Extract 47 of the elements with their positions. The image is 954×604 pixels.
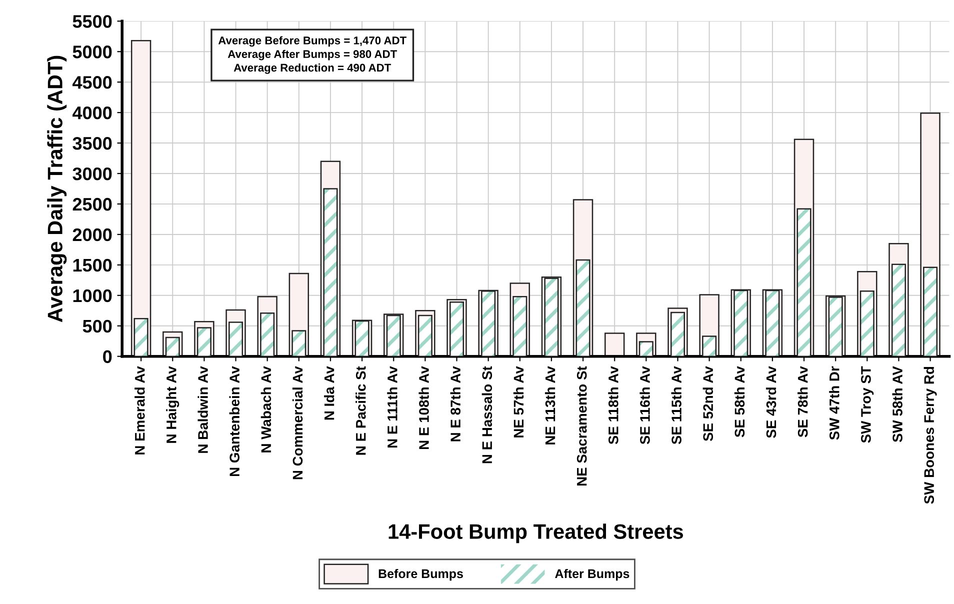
x-axis-title: 14-Foot Bump Treated Streets (388, 524, 684, 544)
y-tick-label: 5000 (72, 46, 112, 58)
x-tick-label: SE 78th Av (798, 366, 808, 438)
x-tick-label: NE 57th Av (513, 366, 524, 438)
y-tick-label: 1000 (73, 289, 112, 302)
x-tick-label: N Wabach Av (260, 366, 272, 452)
y-tick-label: 1500 (73, 258, 112, 272)
legend-label: Before Bumps (378, 568, 463, 581)
x-tick-label: N Baldwin Av (198, 366, 208, 453)
x-tick-label: SE 115th Av (671, 366, 682, 444)
x-tick-label: N E Pacific St (356, 366, 366, 455)
y-tick-label: 2500 (72, 198, 112, 211)
annotation: Average Before Bumps = 1,470 ADT (218, 36, 406, 47)
y-tick-label: 0 (103, 350, 112, 364)
y-tick-label: 4500 (72, 76, 112, 89)
x-tick-label: SE 52nd Av (702, 366, 714, 442)
y-tick-label: 5500 (72, 15, 112, 28)
y-tick-label: 4000 (72, 106, 112, 120)
annotation: Average Reduction = 490 ADT (234, 63, 392, 74)
bar (130, 40, 152, 356)
x-tick-label: SW 58th AV (892, 366, 902, 442)
x-tick-label: N Gantenbein Av (229, 366, 240, 476)
x-tick-label: NE 113th Av (544, 366, 556, 444)
x-tick-label: SW 47th Dr (829, 366, 840, 440)
annotation: Average After Bumps = 980 ADT (228, 50, 397, 60)
y-tick-label: 2000 (72, 228, 112, 242)
legend-label: After Bumps (555, 568, 630, 581)
y-tick-label: 500 (82, 320, 112, 333)
x-tick-label: N E 111th Av (387, 366, 398, 448)
y-tick-label: 3000 (72, 167, 112, 180)
x-tick-label: N E 108th Av (418, 366, 429, 450)
x-tick-label: N Haight Av (166, 366, 180, 443)
x-tick-label: SE 58th Av (734, 366, 745, 438)
y-axis-title: Average Daily Traffic (ADT) (47, 56, 67, 322)
x-tick-label: N Emerald Av (134, 366, 145, 454)
bar (604, 332, 625, 356)
x-tick-label: SE 116th Av (640, 366, 650, 444)
x-tick-label: N Commercial Av (292, 366, 303, 480)
x-tick-label: N E Hassalo St (482, 366, 492, 464)
x-tick-label: N E 87th Av (450, 366, 460, 442)
x-tick-label: SW Boones Ferry Rd (924, 366, 937, 504)
x-tick-label: SE 118th Av (608, 366, 618, 444)
y-tick-label: 3500 (72, 136, 112, 150)
x-tick-label: SE 43rd Av (766, 366, 776, 438)
x-tick-label: N Ida Av (324, 366, 334, 420)
x-tick-label: NE Sacramento St (576, 366, 587, 486)
x-tick-label: SW Troy ST (861, 366, 874, 443)
